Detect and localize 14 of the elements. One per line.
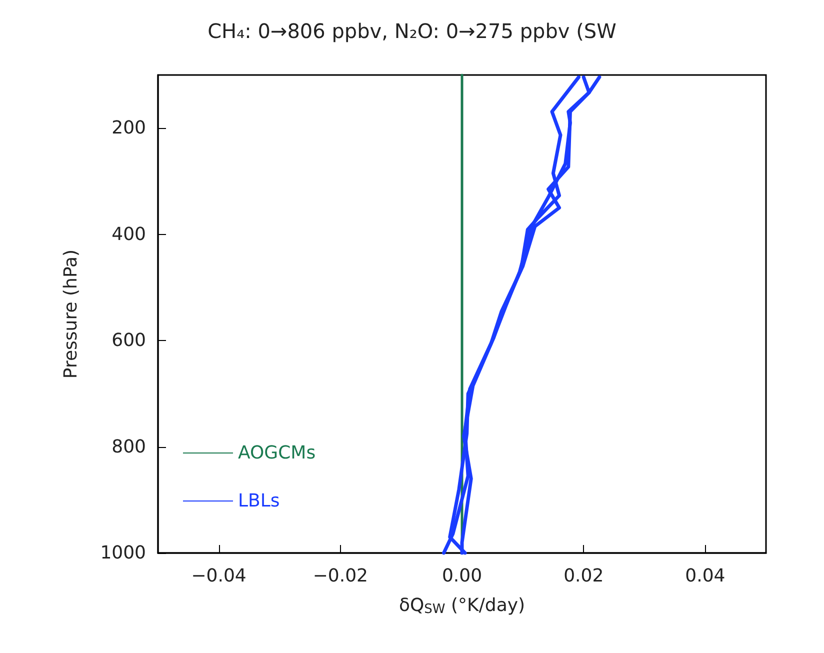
y-tick-label: 600 bbox=[112, 330, 146, 352]
y-tick-label: 1000 bbox=[100, 542, 146, 564]
x-tick-label: 0.02 bbox=[564, 566, 604, 586]
chart-title: CH₄: 0→806 ppbv, N₂O: 0→275 ppbv (SW bbox=[208, 19, 617, 43]
x-tick-label: 0.00 bbox=[442, 566, 482, 586]
x-tick-label: −0.02 bbox=[312, 566, 368, 586]
x-tick-label: −0.04 bbox=[191, 566, 246, 586]
y-tick-label: 400 bbox=[112, 224, 146, 245]
y-axis-title: Pressure (hPa) bbox=[60, 249, 82, 379]
legend-label: AOGCMs bbox=[238, 442, 316, 464]
y-tick-label: 800 bbox=[112, 436, 146, 458]
x-tick-label: 0.04 bbox=[685, 566, 726, 586]
legend-label: LBLs bbox=[238, 490, 280, 512]
y-tick-label: 200 bbox=[112, 118, 146, 139]
